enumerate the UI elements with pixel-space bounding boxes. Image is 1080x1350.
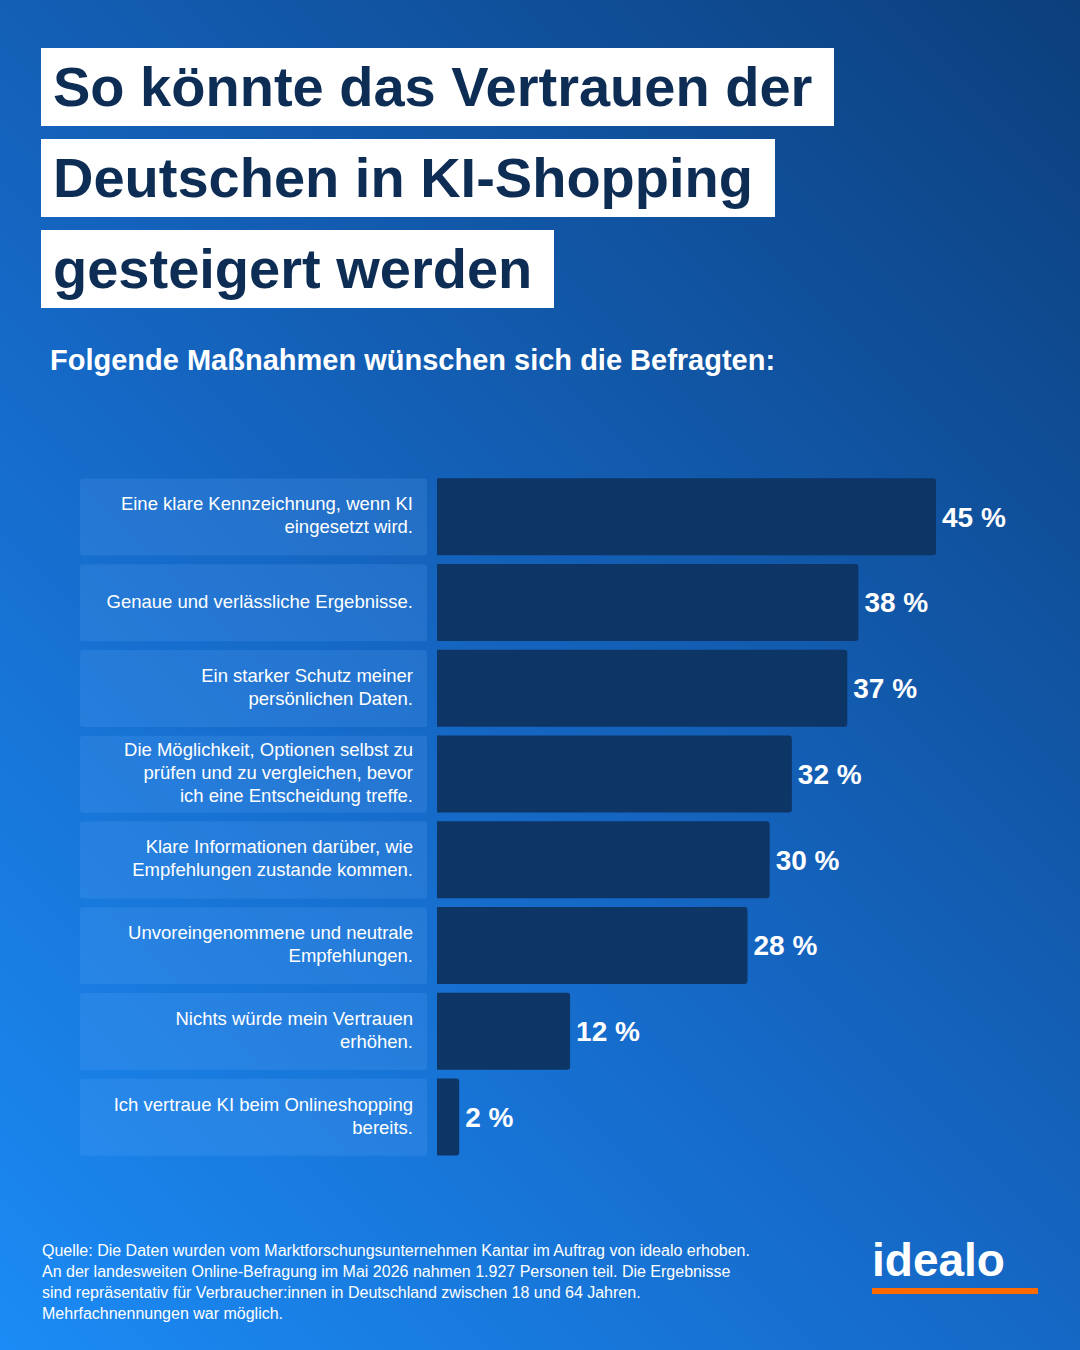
html-text:Folgende Maßnahmen wünschen si: Folgende Maßnahmen wünschen sich die Bef…	[50, 344, 776, 376]
svg-text:45 %: 45 %	[942, 502, 1006, 533]
svg-text:12 %: 12 %	[576, 1016, 640, 1047]
html-text:Quelle: Die Daten wurden vom M: Quelle: Die Daten wurden vom Marktforsch…	[42, 1242, 750, 1259]
svg-text:Nichts würde mein Vertrauenerh: Nichts würde mein Vertrauenerhöhen.	[175, 1008, 413, 1052]
svg-text:Die Möglichkeit, Optionen selb: Die Möglichkeit, Optionen selbst zuprüfe…	[124, 739, 413, 806]
svg-text:2 %: 2 %	[465, 1102, 513, 1133]
html-text:Mehrfachnennungen war möglich.: Mehrfachnennungen war möglich.	[42, 1305, 283, 1322]
svg-text:Eine klare Kennzeichnung, wenn: Eine klare Kennzeichnung, wenn KIeingese…	[121, 493, 413, 537]
html-text:idealo: idealo	[872, 1234, 1005, 1286]
svg-text:Ein starker Schutz meinerpersö: Ein starker Schutz meinerpersönlichen Da…	[201, 665, 413, 709]
svg-text:Unvoreingenommene und neutrale: Unvoreingenommene und neutraleEmpfehlung…	[128, 922, 413, 966]
html-text:Deutschen in KI-Shopping: Deutschen in KI-Shopping	[53, 146, 753, 209]
html-text:So könnte das Vertrauen der: So könnte das Vertrauen der	[53, 55, 813, 118]
svg-text:38 %: 38 %	[864, 587, 928, 618]
svg-text:32 %: 32 %	[798, 759, 862, 790]
svg-text:Klare Informationen darüber, w: Klare Informationen darüber, wieEmpfehlu…	[132, 836, 413, 880]
html-text:An der landesweiten Online-Bef: An der landesweiten Online-Befragung im …	[42, 1263, 731, 1280]
svg-text:30 %: 30 %	[776, 845, 840, 876]
html-text:sind repräsentativ für Verbrau: sind repräsentativ für Verbraucher:innen…	[42, 1284, 641, 1301]
html-text:gesteigert werden: gesteigert werden	[53, 237, 533, 300]
svg-text:37 %: 37 %	[853, 673, 917, 704]
svg-text:28 %: 28 %	[753, 930, 817, 961]
svg-text:Genaue und verlässliche Ergebn: Genaue und verlässliche Ergebnisse.	[107, 591, 413, 612]
svg-text:Ich vertraue KI beim Onlinesho: Ich vertraue KI beim Onlineshoppingberei…	[114, 1094, 413, 1138]
